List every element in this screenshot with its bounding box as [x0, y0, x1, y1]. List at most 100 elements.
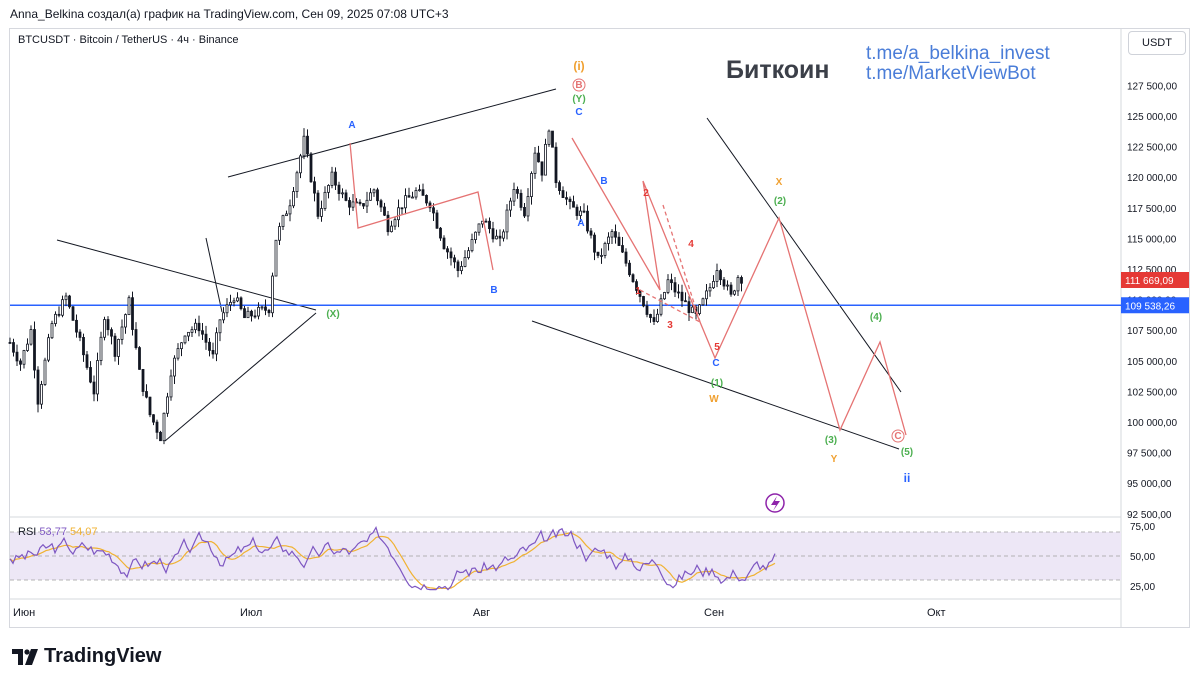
candle: [337, 184, 341, 194]
candle: [495, 235, 498, 240]
candle: [393, 219, 397, 227]
candle: [705, 290, 708, 300]
candle: [397, 207, 400, 221]
telegram-link-1[interactable]: t.me/a_belkina_invest: [866, 43, 1050, 64]
candle: [218, 319, 222, 334]
tradingview-logo[interactable]: TradingView: [12, 645, 161, 668]
candle: [208, 341, 211, 351]
candle: [726, 284, 729, 287]
candle: [68, 295, 71, 308]
rsi-tick-label: 50,00: [1130, 552, 1155, 563]
candle: [635, 281, 638, 291]
candle: [295, 172, 299, 192]
y-tick-label: 127 500,00: [1127, 81, 1177, 92]
last-price-text: 111 669,09: [1125, 276, 1174, 287]
wave-path-projection: [571, 137, 907, 436]
candle: [418, 189, 421, 192]
y-tick-label: 97 500,00: [1127, 449, 1172, 460]
candle: [603, 243, 607, 256]
candle: [229, 301, 232, 306]
candle: [491, 228, 495, 240]
candle: [278, 226, 281, 241]
candle: [449, 251, 453, 259]
wave-label: W: [709, 394, 719, 405]
candle: [607, 236, 610, 244]
wave-circle: [572, 78, 586, 92]
telegram-link-2[interactable]: t.me/MarketViewBot: [866, 63, 1036, 84]
candle: [547, 130, 551, 145]
wave-label: (i): [573, 59, 584, 73]
candle: [624, 251, 628, 264]
wave-label: 1: [635, 286, 641, 297]
candle: [712, 281, 715, 289]
wave-label: C: [894, 431, 901, 442]
wave-label: B: [490, 285, 497, 296]
candle: [267, 309, 271, 314]
candle: [197, 322, 201, 332]
candle: [628, 262, 631, 276]
candle: [505, 209, 509, 233]
rsi-label: RSI: [18, 526, 37, 538]
wave-label: 4: [688, 239, 694, 250]
y-tick-label: 100 000,00: [1127, 418, 1177, 429]
y-tick-label: 115 000,00: [1127, 234, 1177, 245]
candle: [407, 195, 411, 198]
x-tick-label: Июн: [13, 607, 35, 619]
candle: [428, 202, 432, 209]
candle: [50, 323, 54, 339]
candle: [36, 369, 40, 405]
candle: [740, 277, 743, 284]
candle: [656, 313, 659, 322]
candle: [78, 331, 82, 338]
currency-button[interactable]: USDT: [1128, 31, 1186, 55]
candle: [596, 251, 600, 256]
x-tick-label: Сен: [704, 607, 724, 619]
candle: [264, 306, 267, 311]
x-tick-label: Авг: [473, 607, 490, 619]
candle: [187, 331, 190, 337]
candle: [558, 182, 561, 191]
wave-label: C: [575, 107, 582, 118]
wave-label: (2): [774, 196, 786, 207]
candle: [236, 297, 239, 302]
support-price-text: 109 538,26: [1125, 301, 1175, 312]
candle: [533, 152, 537, 174]
candle: [649, 314, 652, 318]
candle: [288, 205, 292, 215]
candle: [341, 192, 344, 195]
candle: [488, 220, 491, 230]
candle: [390, 225, 393, 233]
candle: [173, 357, 176, 377]
candle: [54, 313, 57, 324]
rsi-legend: RSI 53,77 54,07: [18, 526, 98, 538]
symbol-info[interactable]: BTCUSDT · Bitcoin / TetherUS · 4ч · Bina…: [18, 34, 239, 46]
candle: [26, 343, 29, 351]
candle: [586, 210, 589, 232]
candle: [733, 290, 736, 295]
candle: [327, 185, 330, 193]
candle: [561, 190, 565, 198]
wave-label: B: [600, 176, 607, 187]
y-tick-label: 102 500,00: [1127, 387, 1177, 398]
candle: [22, 350, 26, 365]
candle: [57, 313, 61, 316]
wave-label: 3: [667, 320, 673, 331]
candle: [99, 336, 103, 361]
candle: [470, 239, 474, 252]
candle: [435, 212, 439, 229]
candle: [348, 200, 351, 208]
support-price-badge: [1121, 297, 1189, 314]
candle: [575, 206, 579, 216]
candle: [15, 351, 19, 362]
candle: [383, 206, 386, 216]
candle: [89, 367, 92, 383]
y-tick-label: 107 500,00: [1127, 326, 1177, 337]
candle: [253, 315, 257, 318]
candle: [358, 201, 362, 204]
tradingview-brand: TradingView: [44, 645, 162, 667]
candle: [134, 329, 138, 349]
candle: [309, 153, 313, 183]
candle: [155, 421, 159, 433]
wave-label: 5: [714, 342, 720, 353]
